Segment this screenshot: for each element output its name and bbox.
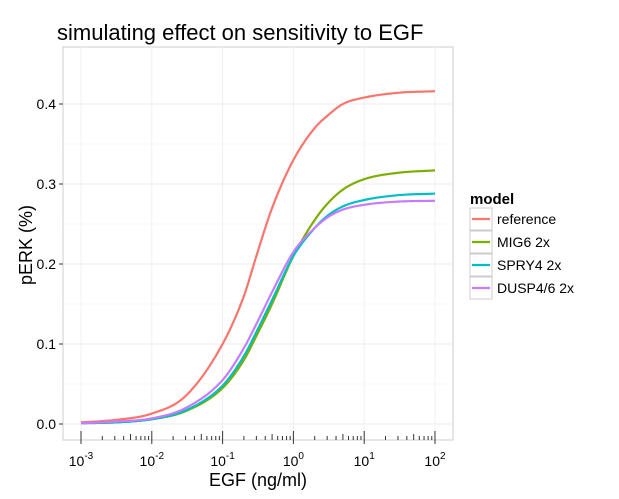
x-tick-label: 10-2 (140, 451, 165, 469)
x-tick-label: 101 (354, 451, 376, 469)
y-tick-label: 0.1 (37, 336, 57, 352)
x-tick-label: 100 (283, 451, 305, 469)
series-line (80, 90, 436, 424)
x-tick-label: 102 (424, 451, 446, 469)
plot-panel (62, 46, 454, 441)
x-axis: 10-3 10-2 10-1 100 101 102 (69, 431, 446, 469)
y-tick-label: 0.2 (37, 256, 57, 272)
series-lines (80, 90, 436, 425)
x-tick-label: 10-3 (69, 451, 94, 469)
legend-label: SPRY4 2x (497, 257, 561, 273)
legend-label: reference (497, 211, 556, 227)
chart-title: simulating effect on sensitivity to EGF (57, 20, 423, 45)
x-axis-title: EGF (ng/ml) (209, 470, 307, 490)
y-axis: 0.0 0.1 0.2 0.3 0.4 (37, 96, 63, 432)
y-tick-label: 0.4 (37, 96, 57, 112)
y-tick-label: 0.3 (37, 176, 57, 192)
y-axis-title: pERK (%) (16, 205, 36, 285)
legend-title: model (470, 191, 514, 208)
y-tick-label: 0.0 (37, 416, 57, 432)
legend-label: MIG6 2x (497, 234, 550, 250)
grid (63, 47, 453, 440)
x-tick-label: 10-1 (210, 451, 235, 469)
legend: model reference MIG6 2x SPRY4 2x DUSP4/6 2x (469, 191, 574, 300)
series-line (80, 199, 436, 425)
legend-label: DUSP4/6 2x (497, 280, 574, 296)
legend-items: reference MIG6 2x SPRY4 2x DUSP4/6 2x (469, 207, 574, 300)
